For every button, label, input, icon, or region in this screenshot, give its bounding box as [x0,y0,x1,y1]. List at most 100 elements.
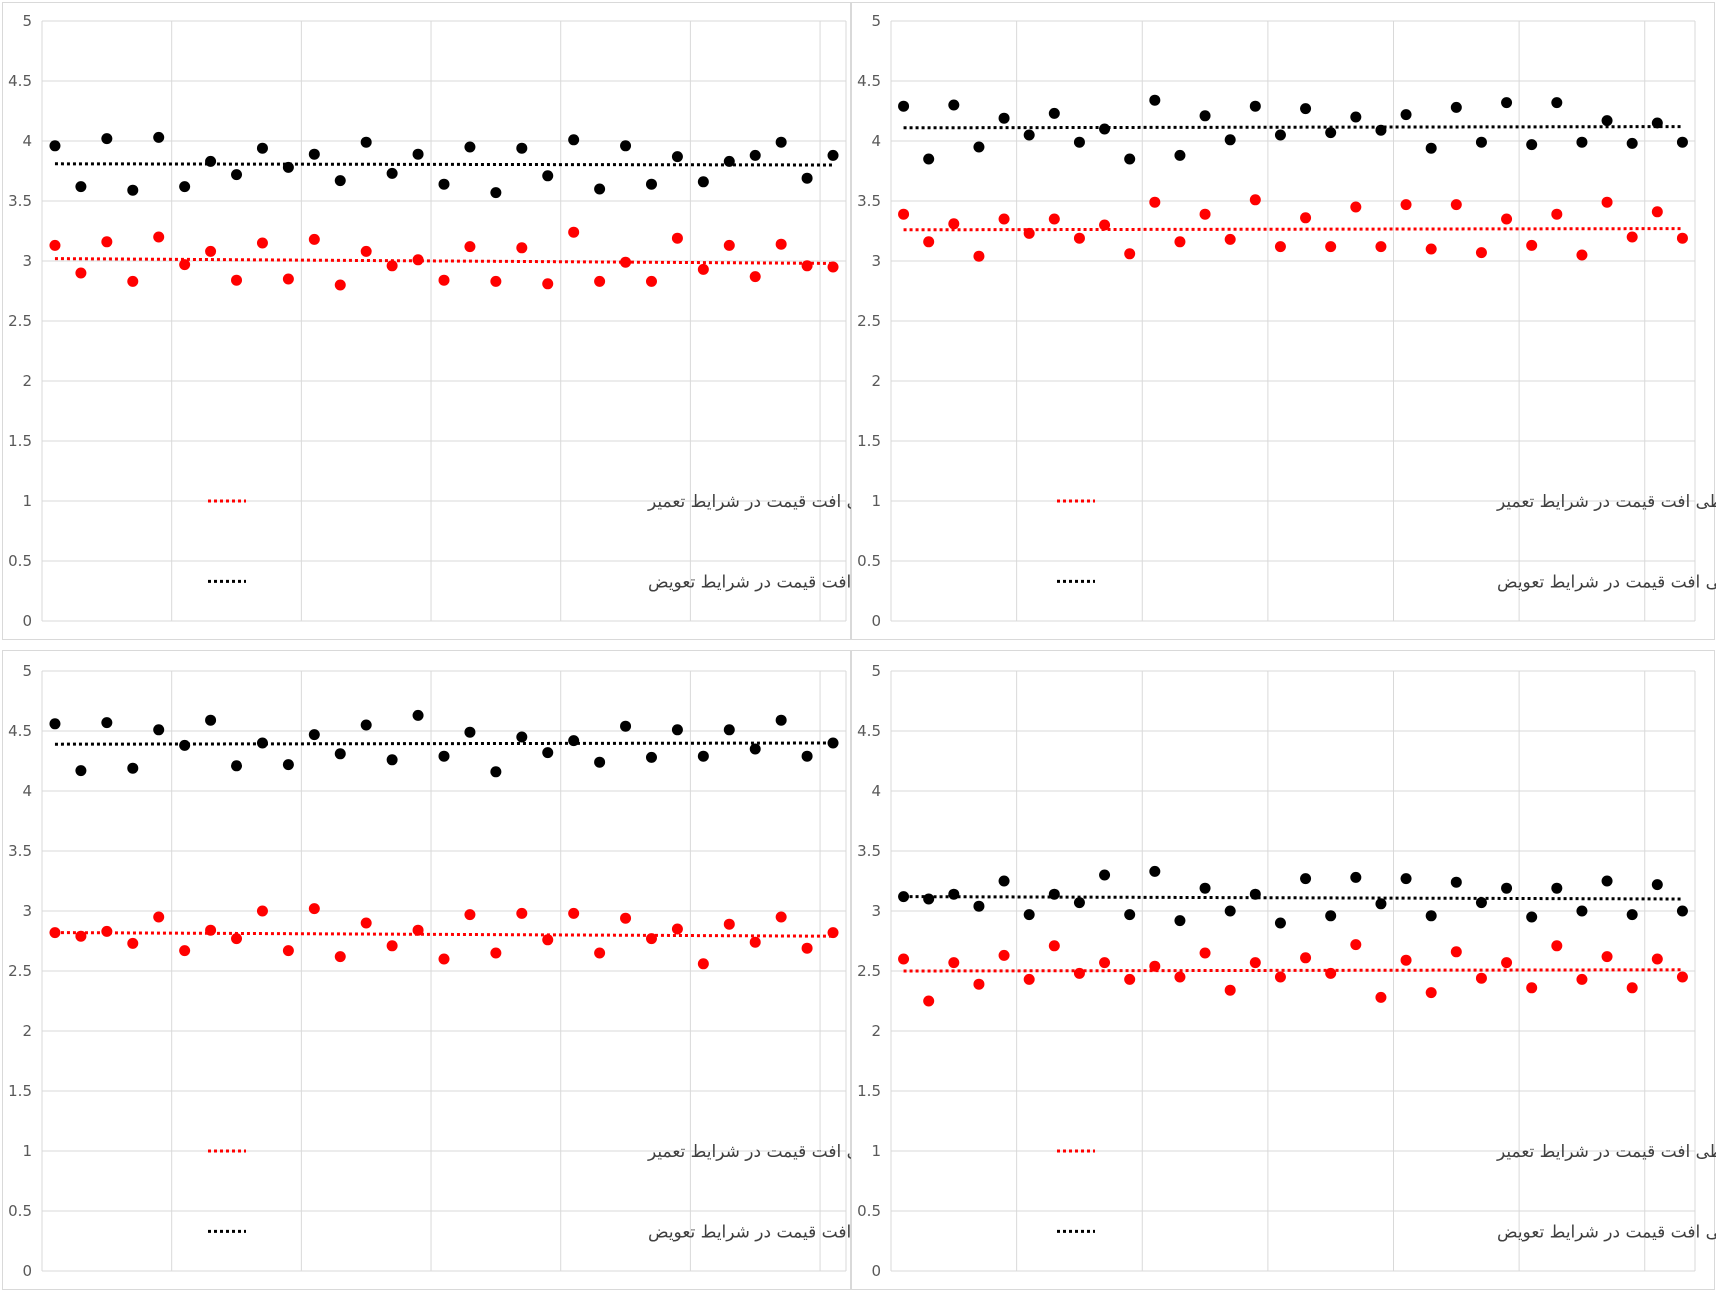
y-tick-label: 3 [22,252,32,270]
repair-data-point [594,947,606,959]
y-tick-label: 2 [871,1022,881,1040]
replace-data-point [231,760,243,772]
replace-data-point [1249,100,1261,112]
repair-data-point [464,241,476,253]
repair-data-point [542,934,554,946]
replace-data-point [438,178,450,190]
repair-data-point [386,260,398,272]
repair-data-point [412,254,424,266]
replace-data-point [179,181,191,193]
y-tick-label: 4.5 [857,722,881,740]
legend-label-replace: رگرسیون خطی افت قیمت در شرایط تعویض [1497,1221,1716,1242]
repair-data-point [1300,952,1312,964]
y-tick-label: 4 [871,132,881,150]
repair-data-point [308,233,320,245]
repair-data-point [1274,971,1286,983]
repair-data-point [723,239,735,251]
replace-data-point [490,187,502,199]
y-tick-label: 1.5 [8,432,32,450]
y-tick-label: 0.5 [857,552,881,570]
replace-data-point [1601,875,1613,887]
replace-data-point [827,149,839,161]
repair-data-point [127,937,139,949]
repair-data-point [697,958,709,970]
legend-label-replace: رگرسیون خطی افت قیمت در شرایط تعویض [648,571,852,592]
replace-data-point [1576,905,1588,917]
repair-data-point [179,945,191,957]
repair-data-point [1576,249,1588,261]
repair-data-point [490,275,502,287]
repair-data-point [1249,957,1261,969]
replace-data-point [1651,117,1663,129]
replace-data-point [645,178,657,190]
y-tick-label: 3 [22,902,32,920]
y-tick-label: 1.5 [857,1082,881,1100]
y-tick-label: 1.5 [8,1082,32,1100]
repair-data-point [620,912,632,924]
replace-data-point [1450,101,1462,113]
repair-data-point [75,267,87,279]
chart-panel-top-right: 0 0.5 1 1.5 2 2.5 3 3.5 4 4.5 5 رگرسیون خطی افت قیم… [851,2,1718,640]
replace-data-point [1676,905,1688,917]
replace-data-point [282,161,294,173]
replace-data-point [1375,898,1387,910]
scatter-chart: 0 0.5 1 1.5 2 2.5 3 3.5 4 4.5 5 رگرسیون خطی افت قیم… [8,12,967,630]
y-tick-label: 5 [22,662,32,680]
legend-label-repair: رگرسیون خطی افت قیمت در شرایط تعمیر [1496,1141,1716,1162]
repair-data-point [205,924,217,936]
replace-data-point [127,762,139,774]
replace-data-point [827,737,839,749]
repair-data-point [1450,946,1462,958]
replace-data-point [1425,910,1437,922]
repair-data-point [1651,953,1663,965]
replace-data-point [308,729,320,741]
replace-data-point [1073,136,1085,148]
repair-data-point [438,953,450,965]
replace-data-point [1501,97,1513,109]
replace-data-point [1124,153,1136,165]
repair-data-point [923,236,935,248]
replace-data-point [49,718,61,730]
y-tick-label: 0 [871,1262,881,1280]
repair-data-point [1174,236,1186,248]
repair-data-point [1174,971,1186,983]
replace-trendline [54,741,834,746]
replace-data-point [1023,129,1035,141]
replace-data-point [1224,905,1236,917]
repair-data-point [1526,239,1538,251]
replace-data-point [1475,897,1487,909]
replace-data-point [205,155,217,167]
replace-data-point [1350,111,1362,123]
repair-data-point [898,208,910,220]
scatter-chart: 0 0.5 1 1.5 2 2.5 3 3.5 4 4.5 5 رگرسیون خطی افت قیم… [8,662,967,1280]
y-tick-label: 3.5 [857,842,881,860]
replace-data-point [723,155,735,167]
repair-data-point [1425,243,1437,255]
replace-data-point [775,714,787,726]
y-tick-label: 2.5 [8,312,32,330]
repair-data-point [1626,982,1638,994]
y-tick-label: 3 [871,252,881,270]
replace-data-point [360,719,372,731]
replace-data-point [1249,888,1261,900]
repair-data-point [1576,973,1588,985]
y-tick-label: 4.5 [8,72,32,90]
replace-data-point [568,735,580,747]
y-tick-label: 2 [22,1022,32,1040]
repair-data-point [386,940,398,952]
repair-data-point [1149,196,1161,208]
replace-data-point [723,724,735,736]
repair-data-point [1400,199,1412,211]
repair-data-point [1224,233,1236,245]
repair-data-point [1124,973,1136,985]
legend-label-replace: رگرسیون خطی افت قیمت در شرایط تعویض [648,1221,852,1242]
repair-data-point [1274,241,1286,253]
replace-data-point [256,737,268,749]
replace-data-point [645,751,657,763]
repair-data-point [1350,201,1362,213]
replace-data-point [464,726,476,738]
replace-data-point [973,141,985,153]
replace-data-point [1224,134,1236,146]
replace-data-point [594,756,606,768]
repair-data-point [1676,971,1688,983]
